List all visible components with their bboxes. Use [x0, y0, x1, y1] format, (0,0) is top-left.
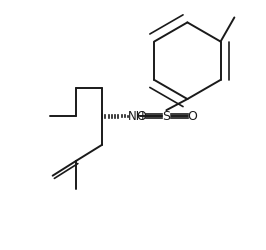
- Text: S: S: [162, 110, 171, 123]
- Text: NH: NH: [127, 110, 145, 123]
- Text: O: O: [137, 110, 147, 123]
- Text: O: O: [187, 110, 197, 123]
